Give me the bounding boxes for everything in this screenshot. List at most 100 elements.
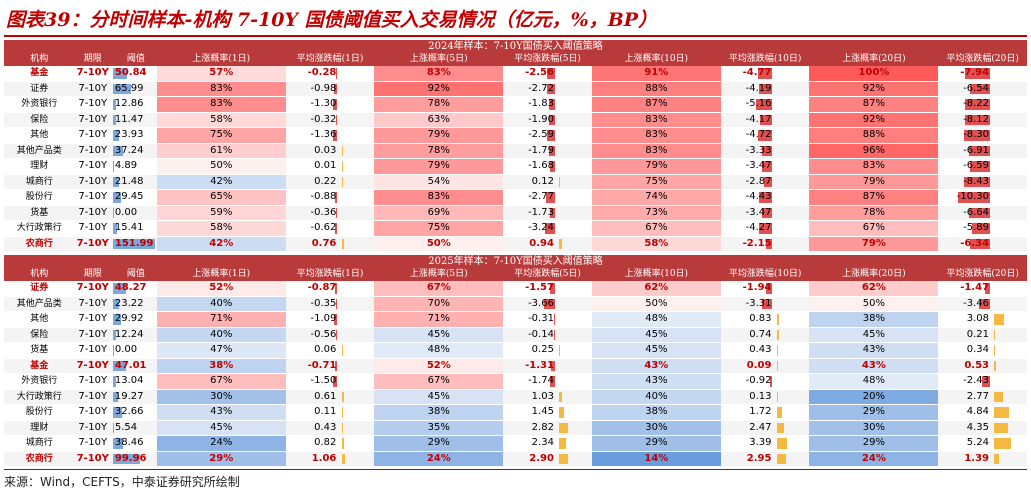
avg-change-bar-positive [341,453,345,464]
institution-cell: 外资银行 [21,376,58,386]
avg-change-value: -5.89 [963,222,990,233]
avg-change-value: 1.72 [749,406,772,417]
avg-change-cell: 4.84 [938,405,1027,420]
term-cell: 7-10Y [78,344,108,355]
avg-change-bar-positive [559,453,569,464]
avg-change-bar-negative [969,83,991,94]
threshold-cell: 12.24 [111,328,157,343]
up-probability-cell: 24% [374,451,504,466]
avg-change-value: -1.74 [528,375,554,386]
threshold-value: 11.47 [114,113,144,125]
avg-change-value: 2.90 [529,452,554,464]
table-row: 大行政策行 7-10Y 19.27 30% 0.61 45% 1.03 40% 0.13 20% 2… [4,389,1027,405]
column-header: 上涨概率(5日) [409,54,468,64]
avg-change-value: 3.08 [966,313,990,324]
avg-change-bar-negative [968,145,991,156]
avg-change-value: 0.25 [531,344,554,355]
avg-change-cell: -0.88 [286,190,375,205]
avg-change-cell: 0.74 [721,328,810,343]
avg-change-value: -2.77 [528,191,554,202]
avg-change-bar-negative [546,130,555,141]
up-probability-cell: 59% [156,205,286,220]
up-probability-cell: 58% [591,236,721,251]
term-cell: 7-10Y [78,328,108,340]
institution-cell: 大行政策行 [16,391,62,402]
avg-change-cell: 3.08 [938,312,1027,327]
avg-change-value: -1.47 [960,282,990,293]
avg-change-cell: -4.43 [721,190,810,205]
avg-change-value: 0.76 [311,237,337,249]
up-probability-cell: 24% [809,451,939,466]
up-probability-cell: 83% [374,66,504,81]
column-header: 平均涨跌幅(20日) [946,54,1019,64]
threshold-value: 23.22 [114,297,144,309]
threshold-cell: 23.22 [111,297,157,312]
title-rule [4,35,1027,37]
section-banner: 2025年样本：7-10Y国债买入阈值策略 [4,255,1027,268]
avg-change-bar-positive [559,176,561,187]
up-probability-cell: 75% [591,174,721,189]
avg-change-bar-negative [549,207,555,218]
avg-change-cell: 0.11 [286,405,375,420]
avg-change-value: 4.35 [966,421,990,433]
avg-change-cell: -1.09 [286,312,375,327]
column-header: 期限 [83,269,102,279]
up-probability-cell: 70% [374,296,504,311]
avg-change-value: -4.17 [745,113,772,125]
up-probability-cell: 75% [156,128,286,143]
up-probability-cell: 45% [591,343,721,358]
avg-change-value: -1.50 [310,375,337,386]
threshold-cell: 37.24 [111,144,157,159]
avg-change-value: -3.47 [745,206,772,218]
avg-change-value: -4.43 [745,191,772,202]
up-probability-cell: 71% [156,312,286,327]
table-row: 基金 7-10Y 50.84 57% -0.28 83% -2.56 91% -4.77 100%… [4,66,1027,82]
avg-change-cell: -4.77 [721,66,810,81]
avg-change-value: -3.24 [528,222,554,233]
avg-change-cell: -0.14 [503,328,592,343]
avg-change-bar-positive [341,422,343,433]
column-header: 平均涨跌幅(10日) [728,54,802,64]
threshold-cell: 99.96 [111,452,157,467]
avg-change-cell: 0.61 [286,390,375,405]
avg-change-bar-positive [994,360,996,371]
avg-change-bar-positive [776,360,778,371]
up-probability-cell: 100% [809,66,939,81]
up-probability-cell: 73% [591,205,721,220]
avg-change-bar-negative [982,376,991,387]
avg-change-cell: -8.22 [938,97,1027,112]
avg-change-bar-negative [549,161,555,172]
up-probability-cell: 50% [591,296,721,311]
avg-change-bar-positive [341,438,345,449]
bottom-rule [4,469,1027,470]
threshold-bar [112,192,121,203]
avg-change-value: -3.33 [745,144,772,156]
avg-change-value: -1.68 [528,160,554,171]
avg-change-value: -0.62 [310,222,337,233]
avg-change-cell: 0.34 [938,343,1027,358]
avg-change-bar-positive [341,145,343,156]
avg-change-value: 2.77 [966,390,990,402]
avg-change-value: -8.12 [963,113,990,125]
avg-change-bar-negative [757,68,773,79]
institution-cell: 基金 [30,360,49,371]
avg-change-value: -0.71 [307,359,337,371]
avg-change-cell: -0.56 [286,328,375,343]
up-probability-cell: 29% [809,436,939,451]
up-probability-cell: 83% [156,81,286,96]
term-cell: 7-10Y [78,82,108,94]
up-probability-cell: 58% [156,112,286,127]
avg-change-value: 0.43 [314,421,337,433]
threshold-value: 99.96 [114,452,147,464]
avg-change-cell: 2.90 [503,452,592,467]
avg-change-bar-positive [341,391,344,402]
avg-change-cell: -1.90 [503,113,592,128]
up-probability-cell: 78% [809,205,939,220]
threshold-bar [112,329,117,340]
avg-change-bar-negative [549,114,555,125]
up-probability-cell: 30% [809,420,939,435]
avg-change-bar-positive [776,345,779,356]
threshold-value: 4.89 [114,160,138,171]
avg-change-cell: 1.03 [503,390,592,405]
table-row: 证券 7-10Y 48.27 52% -0.87 67% -1.57 62% -1.94 62% -… [4,281,1027,297]
